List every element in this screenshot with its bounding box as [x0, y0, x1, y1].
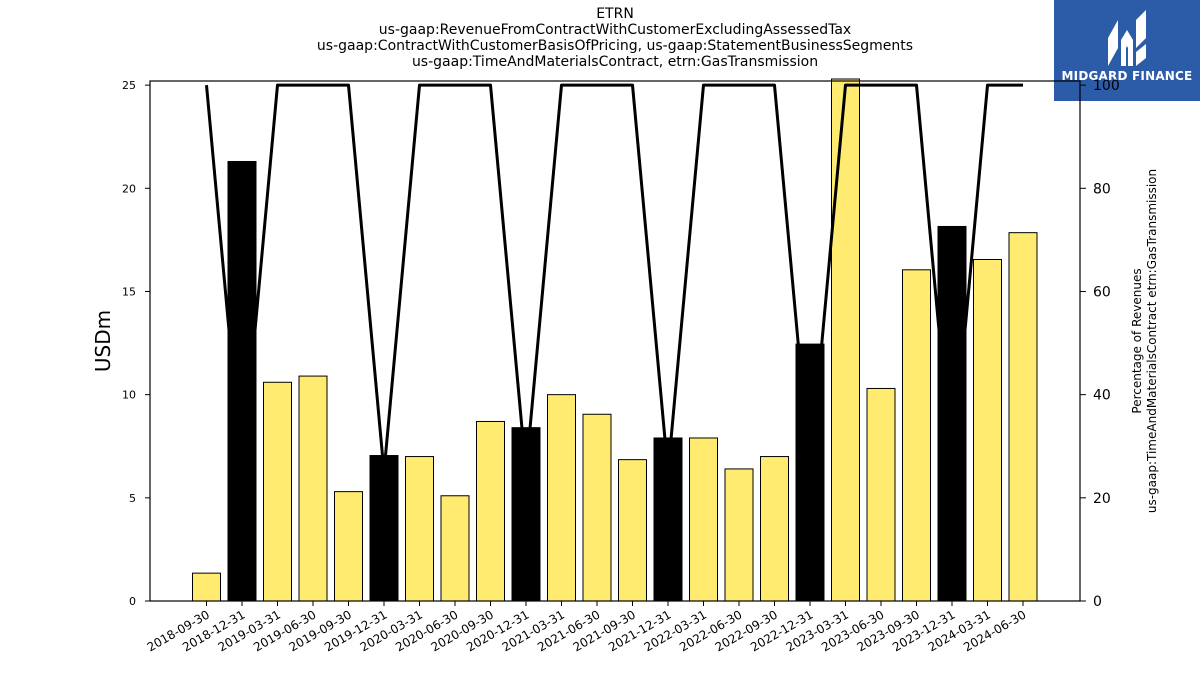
bar-series	[192, 78, 1038, 602]
left-axis-ticks: 0 5 10 15 20 25	[122, 79, 150, 608]
y2-tick-label: 100	[1093, 78, 1120, 94]
plot-frame	[149, 80, 1081, 602]
y2-axis-label-line-1: Percentage of Revenues	[1130, 268, 1144, 413]
title-line-2: us-gaap:RevenueFromContractWithCustomerE…	[378, 22, 852, 38]
bar-2023-09-30	[902, 269, 931, 602]
bar-2022-09-30	[760, 456, 789, 602]
bar-2020-03-31	[405, 456, 434, 602]
bar-2020-09-30	[476, 420, 505, 602]
y-tick-label: 10	[122, 389, 136, 402]
y-tick-label: 15	[122, 285, 136, 298]
brand-logo: MIDGARD FINANCE	[1054, 0, 1200, 101]
y2-tick-label: 40	[1093, 388, 1111, 404]
percentage-line	[205, 83, 1023, 474]
midgard-logo-icon	[1108, 10, 1146, 66]
bar-2019-06-30	[298, 375, 328, 602]
bar-2023-06-30	[866, 387, 896, 602]
title-line-3: us-gaap:ContractWithCustomerBasisOfPrici…	[316, 38, 914, 54]
bar-2019-09-30	[334, 491, 363, 602]
bar-2023-03-31	[831, 78, 860, 602]
bar-2020-06-30	[440, 495, 470, 602]
bar-2021-03-31	[547, 394, 576, 602]
y-axis-label: USDm	[91, 310, 115, 372]
y2-axis-label-line-2: us-gaap:TimeAndMaterialsContract etrn:Ga…	[1145, 169, 1159, 513]
y2-tick-label: 80	[1093, 181, 1111, 197]
chart-title: ETRN us-gaap:RevenueFromContractWithCust…	[0, 6, 1200, 70]
bar-2021-09-30	[618, 459, 647, 602]
title-line-4: us-gaap:TimeAndMaterialsContract, etrn:G…	[411, 54, 819, 70]
right-axis-ticks: 0 20 40 60 80 100	[1080, 78, 1120, 610]
y-tick-label: 20	[122, 182, 136, 195]
y2-tick-label: 60	[1093, 284, 1111, 300]
y2-tick-label: 20	[1093, 491, 1111, 507]
title-line-1: ETRN	[596, 6, 634, 22]
bar-2019-03-31	[263, 381, 292, 602]
bar-2021-06-30	[582, 413, 612, 602]
y-tick-label: 25	[122, 79, 136, 92]
bar-2020-12-31	[511, 427, 541, 602]
bar-2022-06-30	[724, 468, 754, 602]
bar-2024-06-30	[1008, 232, 1038, 602]
y-tick-label: 5	[129, 492, 136, 505]
y2-tick-label: 0	[1093, 594, 1102, 610]
bar-2019-12-31	[369, 455, 399, 602]
bar-2023-12-31	[937, 225, 967, 602]
bar-2022-03-31	[689, 437, 718, 602]
bar-2018-09-30	[192, 572, 221, 602]
bar-2024-03-31	[973, 258, 1002, 602]
brand-name: MIDGARD FINANCE	[1061, 69, 1193, 83]
x-axis-ticks: 2018-09-302018-12-312019-03-312019-06-30…	[145, 601, 1029, 654]
y-tick-label: 0	[129, 595, 136, 608]
